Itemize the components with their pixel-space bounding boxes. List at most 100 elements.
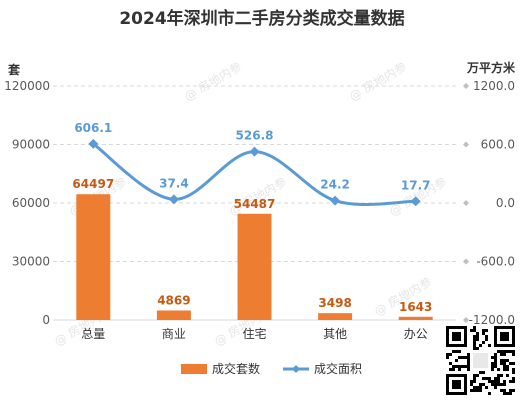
qr-module	[491, 365, 494, 368]
bar-value-label: 64497	[72, 177, 114, 191]
qr-module	[473, 338, 476, 341]
qr-module	[503, 368, 506, 371]
qr-module	[509, 389, 512, 392]
qr-module	[467, 368, 470, 371]
qr-module	[494, 365, 497, 368]
qr-module	[506, 368, 509, 371]
qr-module	[473, 335, 476, 338]
qr-module	[482, 371, 485, 374]
qr-module	[512, 389, 515, 392]
qr-module	[467, 359, 470, 362]
qr-module	[509, 392, 512, 395]
qr-module	[485, 335, 488, 338]
qr-module	[509, 350, 512, 353]
right-tick-marker	[463, 200, 469, 206]
qr-module	[494, 353, 497, 356]
qr-module	[482, 377, 485, 380]
qr-module	[479, 383, 482, 386]
line-value-label: 17.7	[401, 178, 431, 192]
right-tick-label: 0.0	[496, 196, 515, 210]
qr-module	[497, 374, 500, 377]
bar-value-label: 3498	[318, 296, 351, 310]
qr-module	[458, 368, 461, 371]
qr-module	[488, 344, 491, 347]
right-tick-marker	[463, 141, 469, 148]
qr-module	[494, 380, 497, 383]
line-value-label: 606.1	[74, 121, 112, 135]
qr-module	[473, 347, 476, 350]
qr-module	[473, 344, 476, 347]
qr-module	[485, 377, 488, 380]
qr-module	[494, 386, 497, 389]
qr-module	[503, 392, 506, 395]
qr-module	[473, 386, 476, 389]
legend-swatch-bar	[181, 364, 207, 374]
qr-module	[503, 350, 506, 353]
qr-finder-core	[500, 332, 509, 341]
qr-module	[491, 368, 494, 371]
legend: 成交套数 成交面积	[181, 361, 362, 376]
left-tick-label: 90000	[12, 138, 50, 152]
qr-module	[464, 365, 467, 368]
qr-module	[497, 350, 500, 353]
qr-module	[482, 341, 485, 344]
qr-module	[470, 383, 473, 386]
watermark-text: @ 房地内参	[346, 59, 409, 104]
right-tick-label: 600.0	[481, 138, 515, 152]
qr-module	[479, 371, 482, 374]
qr-module	[497, 383, 500, 386]
bar-value-label: 4869	[157, 294, 190, 308]
qr-module	[476, 335, 479, 338]
qr-module	[449, 353, 452, 356]
qr-module	[488, 380, 491, 383]
right-tick-marker	[463, 83, 469, 89]
qr-module	[476, 386, 479, 389]
qr-module	[449, 362, 452, 365]
qr-module	[473, 380, 476, 383]
qr-module	[446, 356, 449, 359]
line-value-label: 24.2	[320, 178, 350, 192]
qr-module	[452, 350, 455, 353]
qr-module	[449, 368, 452, 371]
qr-module	[491, 380, 494, 383]
qr-module	[503, 353, 506, 356]
qr-module	[482, 332, 485, 335]
qr-module	[476, 389, 479, 392]
qr-module	[509, 362, 512, 365]
qr-module	[506, 392, 509, 395]
left-axis-ticks: 0 30000 60000 90000 120000	[4, 79, 50, 327]
qr-module	[506, 359, 509, 362]
x-tick-label: 住宅	[242, 326, 266, 341]
qr-module	[494, 356, 497, 359]
qr-module	[500, 374, 503, 377]
qr-module	[512, 377, 515, 380]
qr-module	[470, 389, 473, 392]
left-axis-label: 套	[7, 62, 21, 77]
right-tick-marker	[463, 317, 469, 323]
qr-module	[473, 329, 476, 332]
qr-module	[476, 338, 479, 341]
qr-module	[476, 332, 479, 335]
qr-finder-core	[452, 380, 461, 389]
qr-module	[467, 365, 470, 368]
qr-code	[444, 324, 517, 397]
qr-module	[500, 389, 503, 392]
chart-title: 2024年深圳市二手房分类成交量数据	[119, 8, 404, 29]
qr-module	[473, 374, 476, 377]
qr-module	[503, 365, 506, 368]
qr-module	[473, 389, 476, 392]
qr-module	[512, 368, 515, 371]
qr-module	[503, 359, 506, 362]
qr-module	[512, 353, 515, 356]
line-point-其他	[330, 195, 341, 206]
x-tick-label: 商业	[162, 326, 186, 341]
line-value-label: 37.4	[159, 176, 189, 190]
qr-module	[494, 362, 497, 365]
qr-module	[455, 365, 458, 368]
x-axis-ticks: 总量 商业 住宅 其他 办公	[81, 326, 427, 341]
qr-module	[500, 359, 503, 362]
qr-module	[503, 380, 506, 383]
bar-value-label: 54487	[234, 197, 276, 211]
